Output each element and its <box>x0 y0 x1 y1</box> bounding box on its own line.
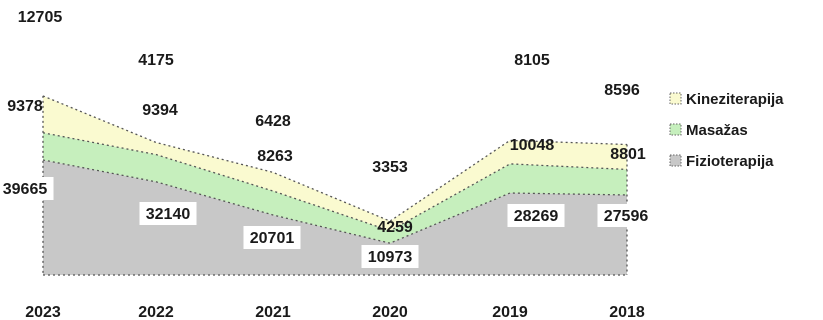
data-label: 4175 <box>138 52 174 69</box>
legend-label: Kineziterapija <box>686 91 784 108</box>
data-label-box <box>361 245 419 268</box>
x-tick-label: 2019 <box>492 304 528 320</box>
legend-swatch <box>669 123 682 136</box>
area-layers <box>43 95 627 275</box>
border-masažas <box>42 132 628 232</box>
area-fizioterapija <box>43 159 627 275</box>
data-label-box <box>597 204 655 227</box>
data-label: 8263 <box>257 148 293 165</box>
data-label: 8801 <box>610 146 646 163</box>
data-labels: 39665 32140 20701 10973 28269 27596 9378 9394 82… <box>0 9 655 268</box>
data-label: 20701 <box>250 230 295 247</box>
x-axis-tick-labels: 2023 2022 2021 2020 2019 2018 <box>25 304 645 320</box>
x-tick-label: 2018 <box>609 304 645 320</box>
x-tick-label: 2023 <box>25 304 61 320</box>
x-tick-label: 2021 <box>255 304 291 320</box>
data-label: 8596 <box>604 82 640 99</box>
area-masažas <box>43 132 627 244</box>
data-label-box <box>139 202 197 225</box>
data-label: 28269 <box>514 208 559 225</box>
data-label: 10048 <box>510 137 555 154</box>
legend-label: Masažas <box>686 122 748 139</box>
data-label-box <box>243 226 301 249</box>
data-label: 10973 <box>368 249 413 266</box>
legend-label: Fizioterapija <box>686 153 774 170</box>
data-label: 9394 <box>142 102 178 119</box>
data-label: 32140 <box>146 206 191 223</box>
legend-swatch <box>669 92 682 105</box>
border-fizioterapija <box>42 159 628 244</box>
x-tick-label: 2022 <box>138 304 174 320</box>
data-label: 3353 <box>372 159 408 176</box>
data-label: 6428 <box>255 113 291 130</box>
legend-swatch <box>669 154 682 167</box>
data-label: 9378 <box>7 98 43 115</box>
x-tick-label: 2020 <box>372 304 408 320</box>
data-label: 39665 <box>3 181 48 198</box>
data-label-box <box>0 177 54 200</box>
data-label: 4259 <box>377 219 413 236</box>
data-label: 12705 <box>18 9 63 26</box>
data-label-box <box>507 204 565 227</box>
data-label: 8105 <box>514 52 550 69</box>
area-kineziterapija <box>43 95 627 231</box>
legend: Kineziterapija Masažas Fizioterapija <box>669 91 784 170</box>
data-label: 27596 <box>604 208 649 225</box>
border-kineziterapija <box>42 95 628 222</box>
